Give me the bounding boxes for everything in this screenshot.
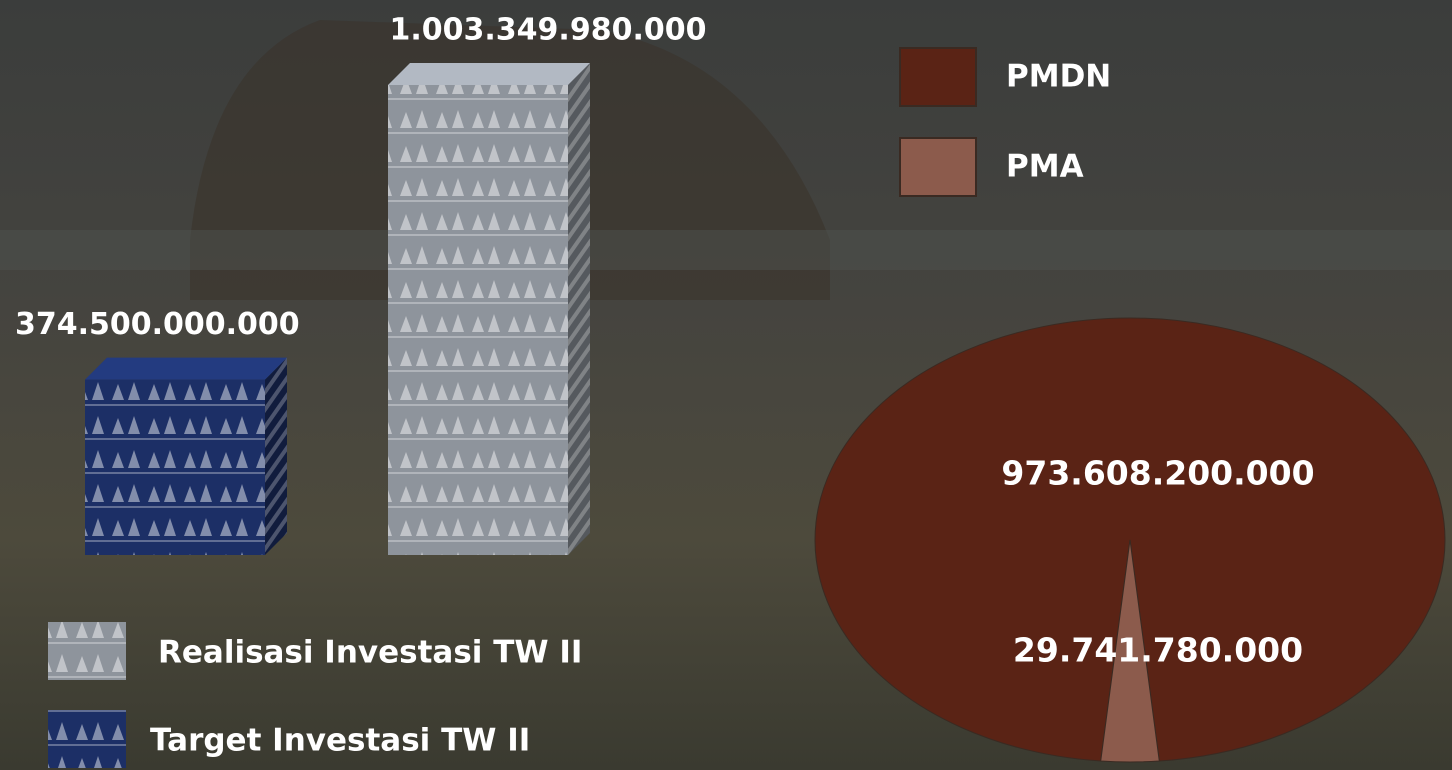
legend-swatch [899, 137, 977, 197]
legend-label: PMA [1006, 149, 1084, 185]
legend-label: Realisasi Investasi TW II [158, 635, 582, 671]
pie-slice [814, 317, 1446, 762]
bar-side-pattern [568, 63, 590, 555]
legend-swatch-pattern [48, 622, 126, 680]
legend-swatch [899, 47, 977, 107]
pie-chart: 973.608.200.000 29.741.780.000 PMDN PMA [814, 47, 1446, 763]
value-label: 374.500.000.000 [15, 307, 300, 342]
value-label: 973.608.200.000 [1001, 454, 1314, 493]
legend-swatch-pattern [48, 710, 126, 768]
bar-chart: 374.500.000.000 1.003.349.980.000 Realisas… [15, 13, 707, 768]
bar-top [85, 357, 287, 380]
value-label: 29.741.780.000 [1013, 631, 1303, 670]
bar-side-pattern [265, 357, 287, 555]
legend-label: PMDN [1006, 59, 1111, 95]
value-label: 1.003.349.980.000 [390, 13, 707, 48]
bar-pattern [388, 85, 568, 555]
legend-label: Target Investasi TW II [150, 723, 530, 759]
background-horizon [0, 230, 1452, 270]
pie-slice [1100, 539, 1160, 763]
bar-pattern [85, 379, 265, 555]
bar-top [388, 63, 590, 85]
